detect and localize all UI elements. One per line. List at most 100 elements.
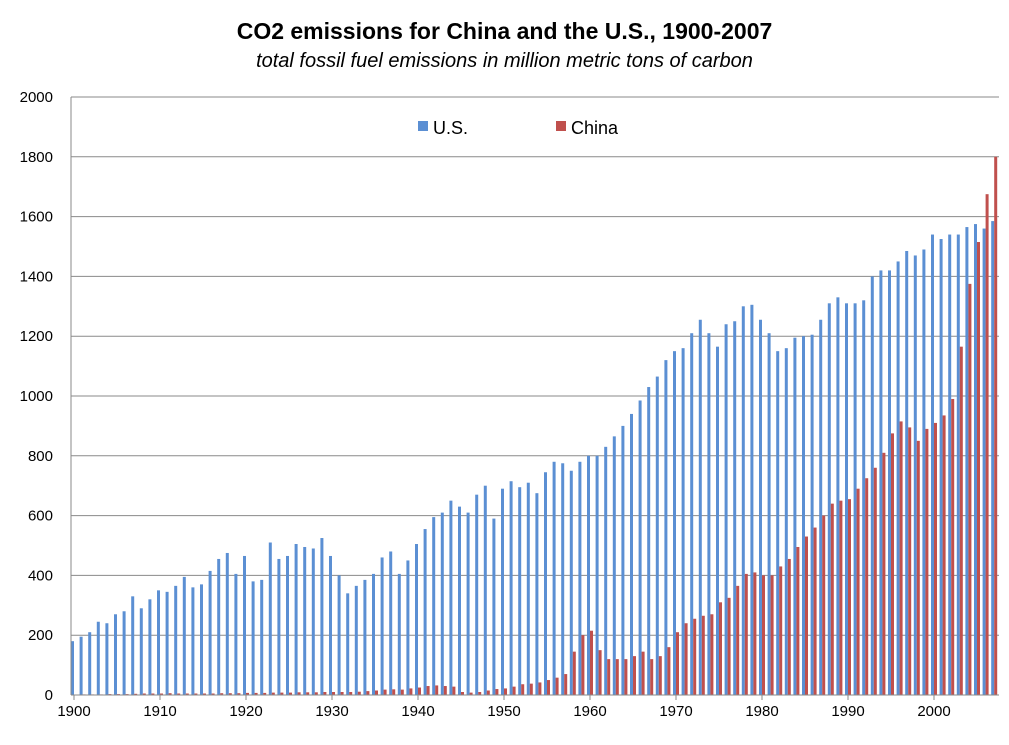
bar-china	[590, 630, 593, 695]
bar-us	[793, 337, 797, 695]
bar-china	[925, 428, 929, 695]
y-tick-label: 0	[45, 687, 53, 704]
bar-china	[418, 687, 421, 695]
bar-china	[658, 656, 662, 695]
bar-us	[449, 500, 453, 695]
y-tick-label: 1200	[20, 328, 53, 345]
bar-us	[458, 506, 461, 695]
bar-us	[200, 584, 203, 695]
bar-china	[805, 536, 808, 695]
bar-us	[329, 555, 332, 695]
bar-china	[891, 433, 894, 695]
bar-china	[452, 686, 456, 695]
bar-us	[363, 579, 367, 695]
bar-china	[323, 692, 327, 695]
bar-us	[243, 555, 246, 695]
bar-china	[486, 690, 490, 695]
bar-us	[974, 224, 977, 695]
bar-us	[690, 333, 694, 695]
bar-china	[194, 693, 198, 695]
bar-us	[638, 400, 642, 695]
bar-china	[581, 635, 585, 695]
legend-label: China	[571, 118, 619, 138]
y-tick-label: 1000	[20, 388, 53, 405]
bar-china	[727, 597, 731, 695]
x-tick-label: 1900	[57, 703, 90, 720]
bar-us	[79, 636, 83, 695]
bar-china	[676, 632, 679, 695]
bar-china	[383, 689, 387, 695]
axes: 0 200 400 600 800 1000 1200 1400 1600 1800 2000 190…	[20, 89, 999, 720]
bar-china	[426, 686, 430, 695]
bar-us	[827, 303, 831, 695]
bar-us	[621, 425, 625, 695]
bar-china	[409, 688, 413, 695]
bar-china	[977, 242, 980, 695]
bar-china	[478, 692, 482, 695]
bar-us	[122, 611, 126, 695]
bar-us	[225, 552, 229, 695]
bar-us	[802, 336, 805, 695]
bar-china	[736, 585, 740, 695]
bar-us	[948, 234, 952, 696]
bar-china	[779, 566, 783, 695]
y-tick-label: 800	[28, 448, 53, 465]
bar-us	[475, 494, 479, 695]
bar-us	[931, 234, 934, 696]
bar-us	[432, 517, 436, 695]
bar-us	[784, 348, 788, 695]
bar-china	[934, 422, 937, 695]
bar-us	[139, 608, 143, 695]
bar-us	[767, 333, 771, 695]
bar-us	[939, 239, 943, 695]
bar-china	[667, 647, 671, 695]
bar-us	[879, 270, 883, 695]
legend-item-us: U.S.	[418, 118, 468, 138]
bar-us	[251, 581, 255, 695]
bar-china	[564, 674, 568, 695]
bar-china	[641, 651, 645, 695]
bar-china	[203, 693, 206, 695]
bar-us	[647, 387, 651, 695]
bar-china	[572, 651, 576, 695]
bar-us	[526, 482, 530, 695]
y-tick-label: 1400	[20, 268, 53, 285]
legend-swatch	[418, 121, 428, 131]
bar-us	[552, 461, 556, 695]
x-tick-label: 1950	[487, 703, 520, 720]
x-tick-label: 1940	[401, 703, 434, 720]
bar-us	[397, 573, 401, 695]
bar-china	[968, 283, 972, 695]
x-tick-label: 1990	[831, 703, 864, 720]
bar-us	[320, 538, 324, 695]
bar-us	[604, 446, 608, 695]
bar-us	[733, 321, 737, 695]
bar-china	[701, 615, 705, 695]
x-tick-label: 1970	[659, 703, 692, 720]
legend: U.S. China	[418, 118, 619, 138]
bar-china	[555, 677, 559, 695]
bar-china	[624, 659, 628, 695]
bar-china	[951, 398, 955, 695]
bar-china	[615, 659, 619, 695]
bar-china	[469, 692, 473, 695]
bar-us	[724, 324, 728, 695]
y-tick-label: 400	[28, 567, 53, 584]
bar-us	[819, 319, 823, 695]
bar-china	[168, 693, 172, 695]
bar-us	[389, 551, 393, 695]
bar-us	[217, 558, 221, 695]
bar-china	[813, 527, 817, 695]
x-tick-label: 1980	[745, 703, 778, 720]
bar-us	[492, 518, 496, 695]
bar-us	[191, 587, 195, 695]
bar-us	[664, 360, 668, 695]
bar-china	[504, 688, 507, 695]
bar-us	[268, 542, 272, 695]
bar-china	[598, 650, 602, 695]
bar-us	[208, 570, 212, 695]
bar-us	[707, 333, 711, 695]
bar-china	[710, 614, 714, 695]
bar-us	[466, 512, 470, 695]
bar-china	[400, 689, 404, 695]
